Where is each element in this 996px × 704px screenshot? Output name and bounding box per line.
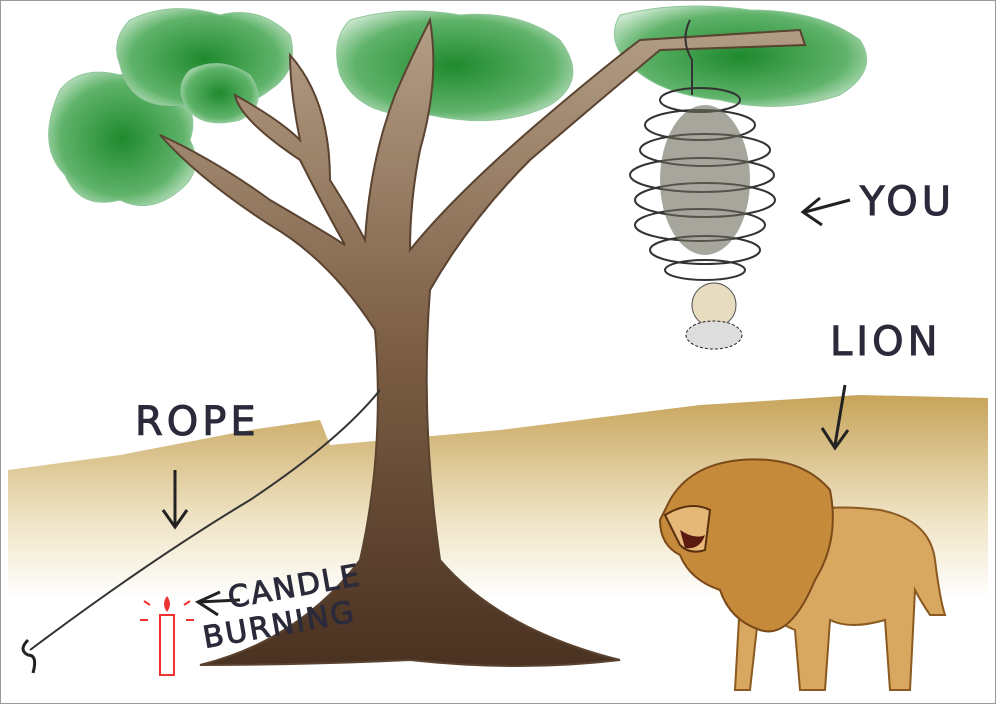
you-label: YOU (859, 179, 955, 225)
illustration: ROPE YOU LION CANDLE BURNING (0, 0, 996, 704)
head (692, 283, 736, 327)
cocoon-fill (660, 105, 750, 255)
leaf-cluster (337, 11, 573, 121)
rope-label: ROPE (135, 399, 260, 445)
lion-label: LION (830, 319, 942, 365)
beard (686, 321, 742, 349)
candle (160, 615, 174, 675)
page: ROPE YOU LION CANDLE BURNING (() => { co… (0, 0, 996, 704)
